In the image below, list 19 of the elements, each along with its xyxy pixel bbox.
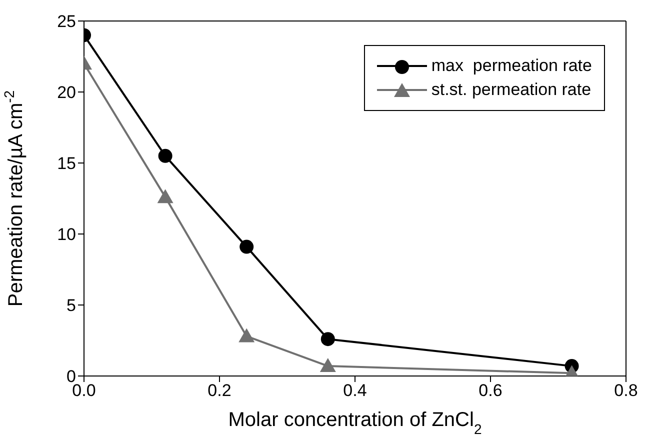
x-tick-label: 0.0: [72, 381, 96, 400]
x-tick-label: 0.6: [478, 381, 502, 400]
y-tick-label: 5: [66, 296, 76, 316]
point: [157, 189, 174, 204]
point: [320, 332, 335, 346]
y-tick-label: 15: [57, 154, 76, 174]
y-tick-label: 20: [57, 83, 76, 102]
x-tick-label: 0.4: [343, 381, 367, 400]
x-tick-label: 0.2: [208, 381, 232, 400]
point: [240, 240, 254, 254]
y-tick-label: 25: [57, 12, 76, 32]
point: [158, 148, 172, 163]
point: [238, 328, 255, 342]
x-tick-label: 0.8: [614, 381, 638, 400]
legend-label: st.st. permeation rate: [431, 80, 592, 100]
point: [320, 358, 336, 372]
x-axis-title: Molar concentration of ZnCl$_{2}$: [228, 409, 482, 437]
legend-label: max permeation rate: [431, 56, 592, 76]
y-tick-label: 10: [57, 225, 76, 244]
